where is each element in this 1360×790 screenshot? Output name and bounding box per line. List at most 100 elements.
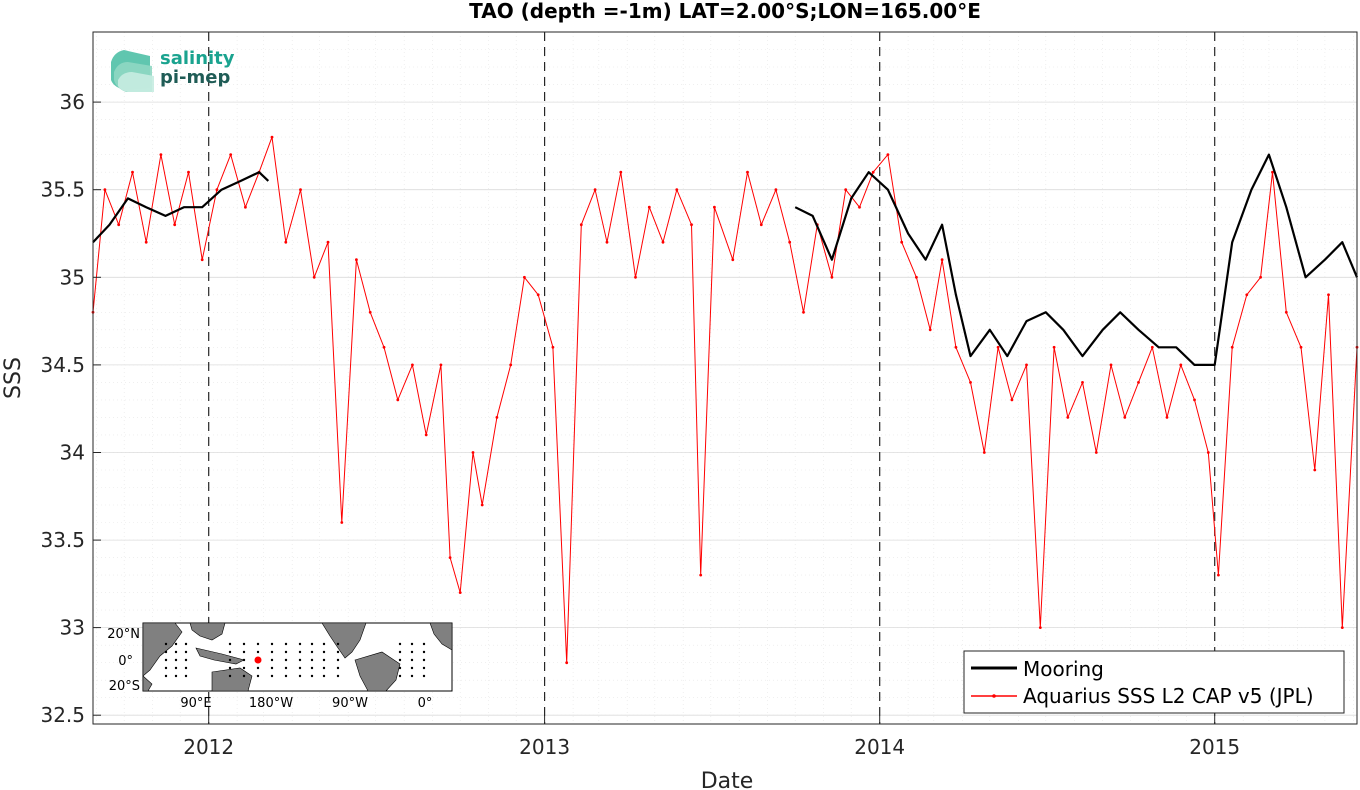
y-tick-label: 34.5 <box>40 353 85 377</box>
inset-buoy-dot <box>422 666 426 670</box>
inset-lon-90w: 90°W <box>332 696 368 711</box>
aquarius-point <box>1327 293 1330 297</box>
inset-buoy-dot <box>184 642 188 646</box>
aquarius-point <box>774 188 778 192</box>
aquarius-point <box>928 328 932 332</box>
aquarius-point <box>229 153 233 157</box>
legend-box <box>963 650 1345 714</box>
inset-buoy-dot <box>242 666 246 670</box>
inset-map-frame <box>142 622 453 692</box>
aquarius-point <box>551 345 555 349</box>
salinity-pi-mep-logo: salinity pi-mep <box>111 48 235 92</box>
aquarius-point <box>1271 170 1274 174</box>
aquarius-point <box>802 310 805 314</box>
inset-lon-180w: 180°W <box>249 696 293 711</box>
aquarius-point <box>886 153 890 157</box>
aquarius-point <box>1245 293 1249 297</box>
inset-buoy-dot <box>242 674 246 678</box>
aquarius-point <box>458 591 462 594</box>
aquarius-point <box>326 240 330 244</box>
inset-buoy-dot <box>164 658 168 662</box>
aquarius-point <box>215 188 219 192</box>
x-tick-label: 2012 <box>183 735 234 759</box>
aquarius-point <box>1150 345 1154 349</box>
inset-buoy-dot <box>164 674 168 678</box>
logo-line2: pi-mep <box>160 67 230 88</box>
aquarius-point <box>661 240 665 244</box>
y-tick-label: 33.5 <box>40 528 85 552</box>
aquarius-point <box>1206 451 1210 454</box>
aquarius-point <box>1217 573 1220 577</box>
aquarius-point <box>634 275 637 279</box>
inset-buoy-dot <box>322 674 326 678</box>
inset-buoy-dot <box>298 650 302 654</box>
series-group <box>91 135 1359 665</box>
inset-land-south-america <box>354 651 401 692</box>
grid <box>93 32 1357 724</box>
aquarius-point <box>1066 416 1070 419</box>
aquarius-point <box>312 275 316 279</box>
series-line-mooring <box>794 153 1359 366</box>
legend-label-aquarius: Aquarius SSS L2 CAP v5 (JPL) <box>1023 684 1314 708</box>
aquarius-point <box>605 240 609 244</box>
aquarius-point <box>900 240 904 244</box>
aquarius-point <box>746 170 749 174</box>
aquarius-point <box>411 363 414 367</box>
aquarius-point <box>871 170 875 174</box>
legend-label-mooring: Mooring <box>1023 657 1104 681</box>
aquarius-point <box>699 573 703 577</box>
inset-buoy-dot <box>228 658 232 662</box>
inset-buoy-dot <box>310 674 314 678</box>
inset-buoy-dot <box>270 666 274 670</box>
aquarius-point <box>1193 398 1196 402</box>
inset-buoy-dot <box>184 666 188 670</box>
aquarius-point <box>1340 626 1344 629</box>
aquarius-point <box>1123 416 1127 419</box>
inset-buoy-dot <box>336 674 340 678</box>
y-tick-label: 34 <box>60 441 85 465</box>
aquarius-point <box>396 398 400 402</box>
inset-buoy-dot <box>322 650 326 654</box>
inset-lat-0: 0° <box>118 654 133 669</box>
aquarius-point <box>915 275 918 279</box>
inset-buoy-dot <box>256 666 260 670</box>
aquarius-point <box>1313 468 1317 472</box>
inset-buoy-dot <box>398 650 402 654</box>
aquarius-point <box>954 345 958 349</box>
x-tick-label: 2013 <box>519 735 570 759</box>
aquarius-point <box>579 223 583 227</box>
aquarius-point <box>982 451 986 454</box>
plot-frame <box>92 31 1358 725</box>
y-axis-label: SSS <box>1 357 26 399</box>
aquarius-point <box>969 381 972 384</box>
inset-buoy-dot <box>174 674 178 678</box>
aquarius-point <box>159 153 163 157</box>
inset-buoy-dot <box>298 674 302 678</box>
inset-buoy-dot <box>164 650 168 654</box>
inset-buoy-dot <box>174 650 178 654</box>
y-tick-label: 35 <box>60 265 85 289</box>
y-tick-label: 36 <box>60 90 85 114</box>
aquarius-point <box>1179 363 1183 367</box>
inset-map: 20°N 0° 20°S 90°E 180°W 90°W 0° <box>107 622 453 711</box>
aquarius-point <box>647 205 651 209</box>
aquarius-point <box>187 170 190 174</box>
y-axis-ticks: 32.5 33 33.5 34 34.5 35 35.5 36 <box>40 90 101 727</box>
aquarius-point <box>940 258 944 262</box>
inset-buoy-dot <box>410 658 414 662</box>
inset-buoy-dot <box>174 666 178 670</box>
aquarius-point <box>1010 398 1014 402</box>
inset-buoy-dot <box>398 674 402 678</box>
inset-land-australia <box>211 667 253 692</box>
aquarius-point <box>593 188 597 192</box>
aquarius-point <box>117 223 121 227</box>
inset-land-africa <box>142 675 153 692</box>
inset-buoy-dot <box>322 666 326 670</box>
wave-icon <box>111 50 154 92</box>
inset-buoy-dot <box>336 658 340 662</box>
inset-buoy-dot <box>284 666 288 670</box>
aquarius-point <box>131 170 134 174</box>
inset-lat-20n: 20°N <box>107 627 140 642</box>
inset-buoy-dot <box>298 642 302 646</box>
inset-buoy-dot <box>310 666 314 670</box>
